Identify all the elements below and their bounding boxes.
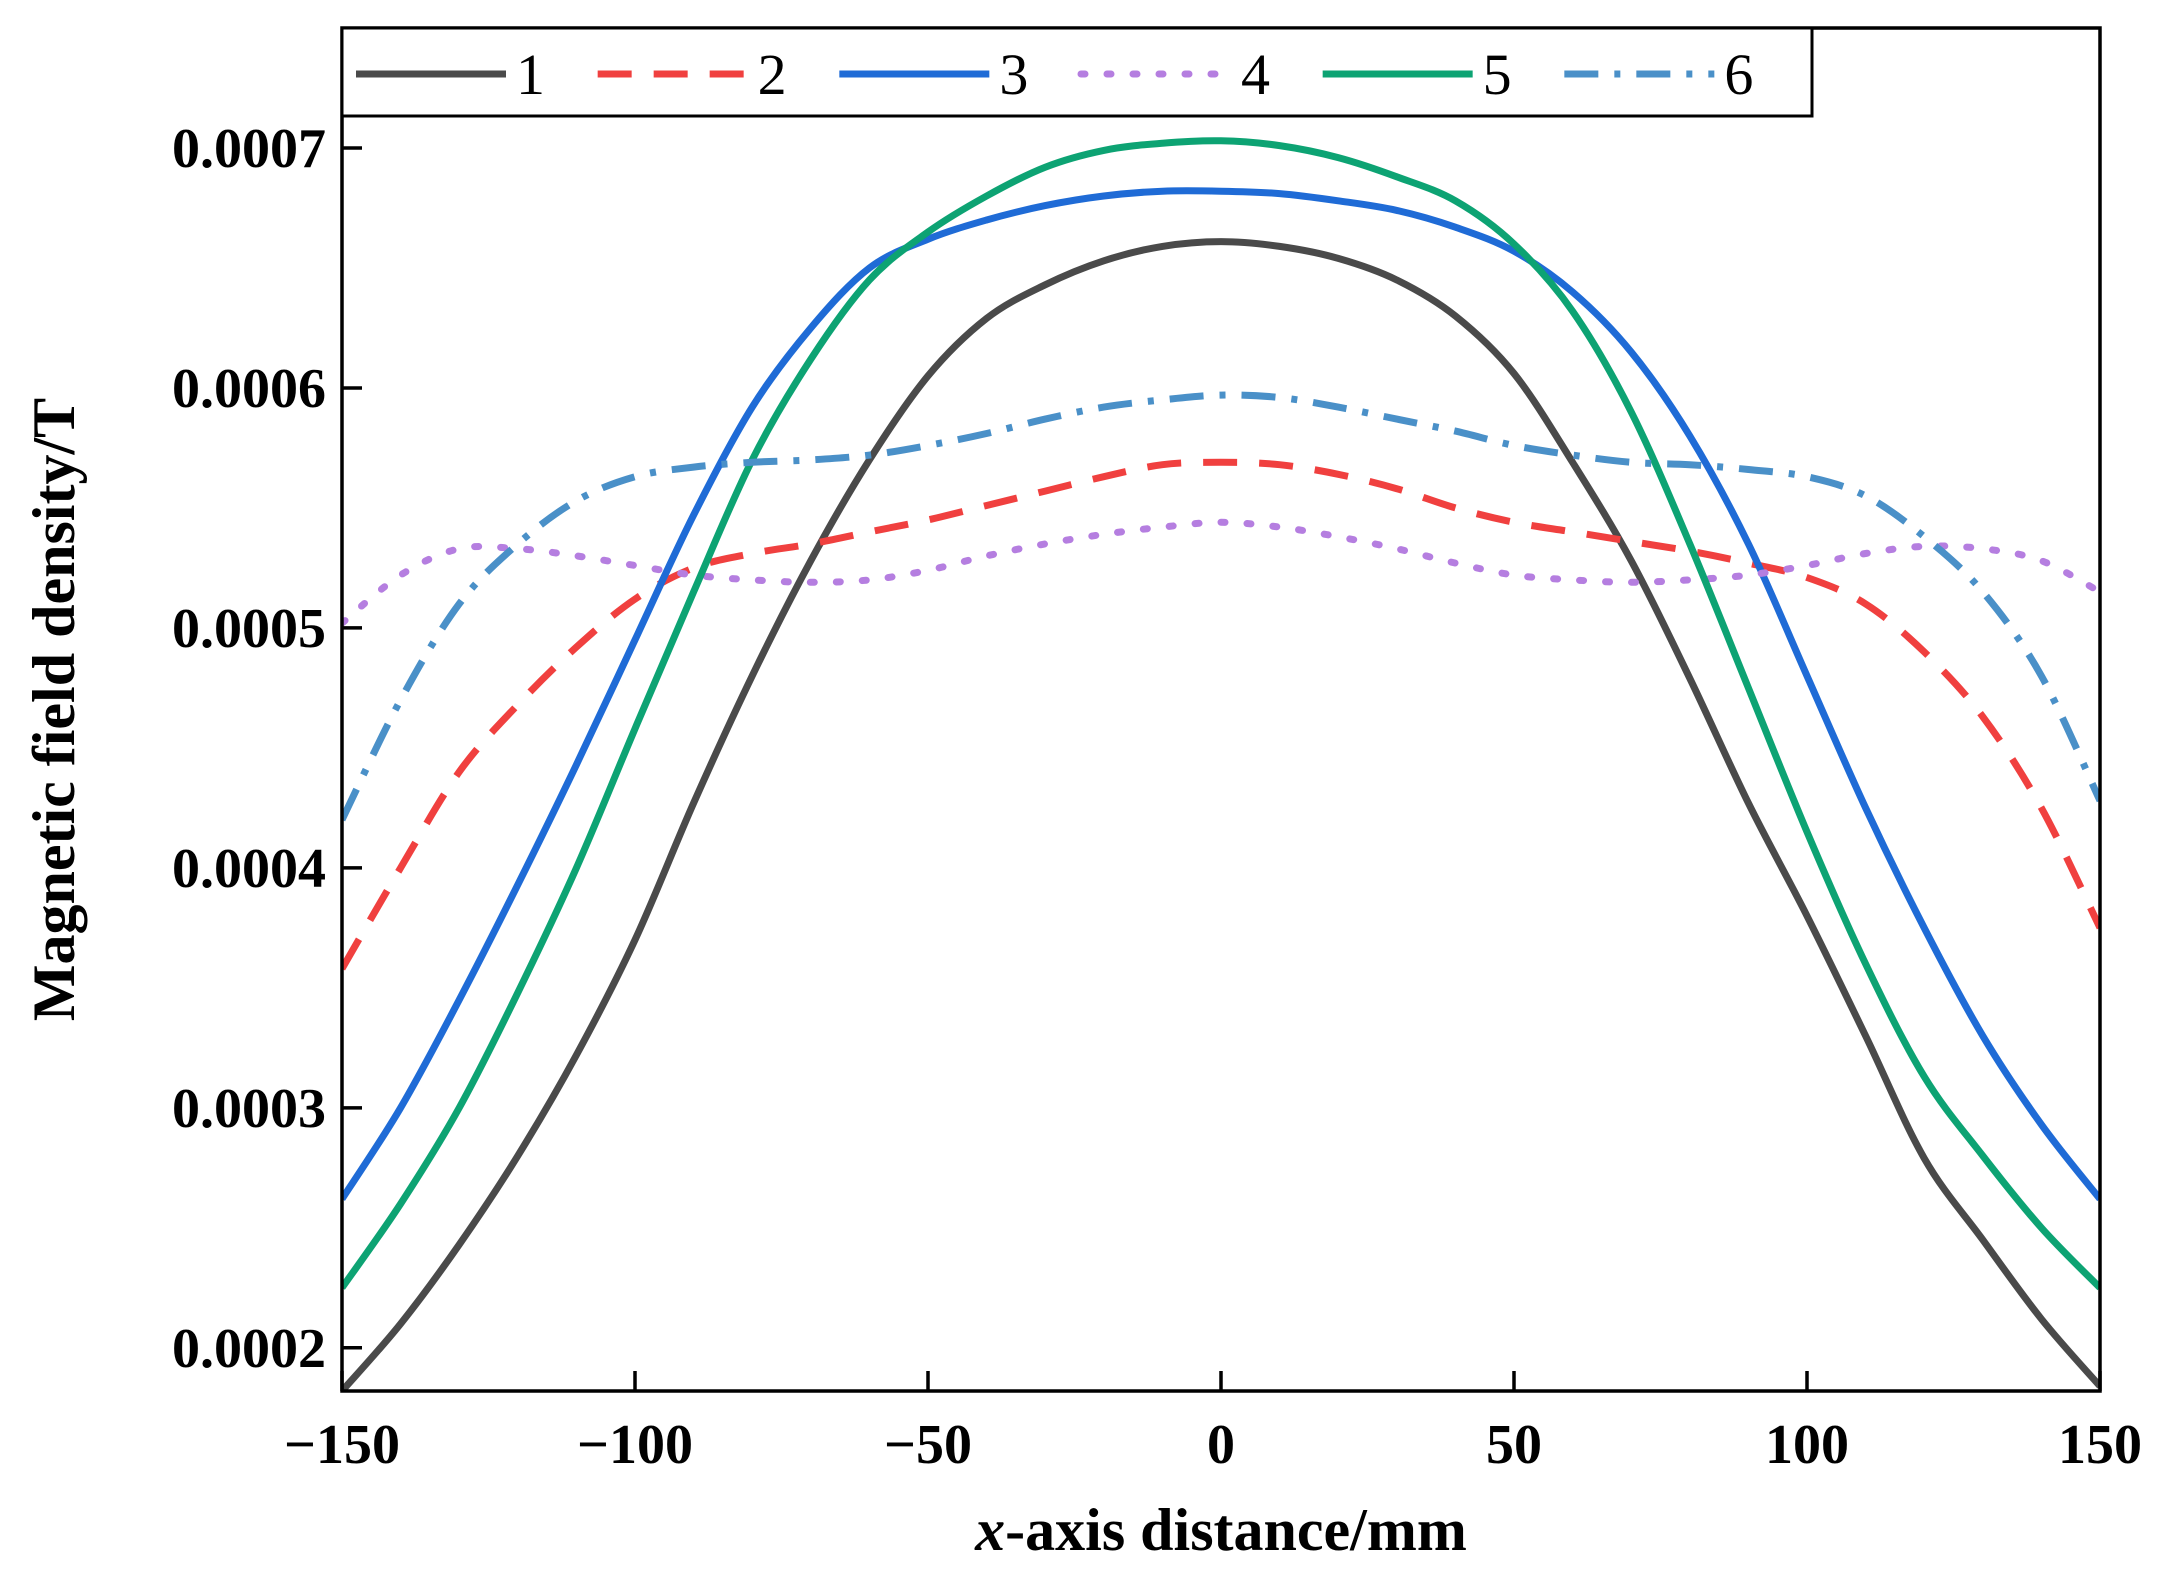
series-line-4 (342, 518, 2100, 627)
y-tick-label: 0.0003 (172, 1078, 326, 1140)
series-line-1 (342, 238, 2100, 1391)
x-axis-title-italic: x (974, 1497, 1005, 1563)
x-axis-title: x-axis distance/mm (974, 1497, 1467, 1563)
y-tick-label: 0.0007 (172, 118, 326, 180)
legend: 1 2 3 4 5 6 (340, 26, 1814, 118)
series-line-5 (342, 137, 2100, 1291)
legend-label-3: 3 (999, 42, 1028, 107)
y-tick-label: 0.0004 (172, 838, 326, 900)
y-axis-title: Magnetic field density/T (21, 398, 87, 1021)
x-tick-label: 100 (1765, 1414, 1849, 1476)
x-axis-title-rest: -axis distance/mm (1005, 1497, 1467, 1563)
legend-label-2: 2 (758, 42, 787, 107)
x-tick-label: −50 (884, 1414, 972, 1476)
x-tick-label: 0 (1207, 1414, 1235, 1476)
series-line-6 (342, 391, 2100, 822)
x-tick-label: 50 (1486, 1414, 1542, 1476)
legend-label-6: 6 (1724, 42, 1753, 107)
legend-label-1: 1 (516, 42, 545, 107)
x-tick-label: −150 (284, 1414, 400, 1476)
series-layer (342, 137, 2100, 1391)
axis-layer: −150 −100 −50 0 50 100 150 0.0002 0.0003 0.0004 0.… (172, 118, 2142, 1476)
x-tick-label: −100 (577, 1414, 693, 1476)
legend-label-5: 5 (1483, 42, 1512, 107)
y-tick-label: 0.0006 (172, 358, 326, 420)
series-line-2 (342, 458, 2100, 971)
series-line-3 (342, 187, 2100, 1202)
x-tick-label: 150 (2058, 1414, 2142, 1476)
legend-label-4: 4 (1241, 42, 1270, 107)
y-tick-label: 0.0002 (172, 1318, 326, 1380)
y-tick-label: 0.0005 (172, 598, 326, 660)
